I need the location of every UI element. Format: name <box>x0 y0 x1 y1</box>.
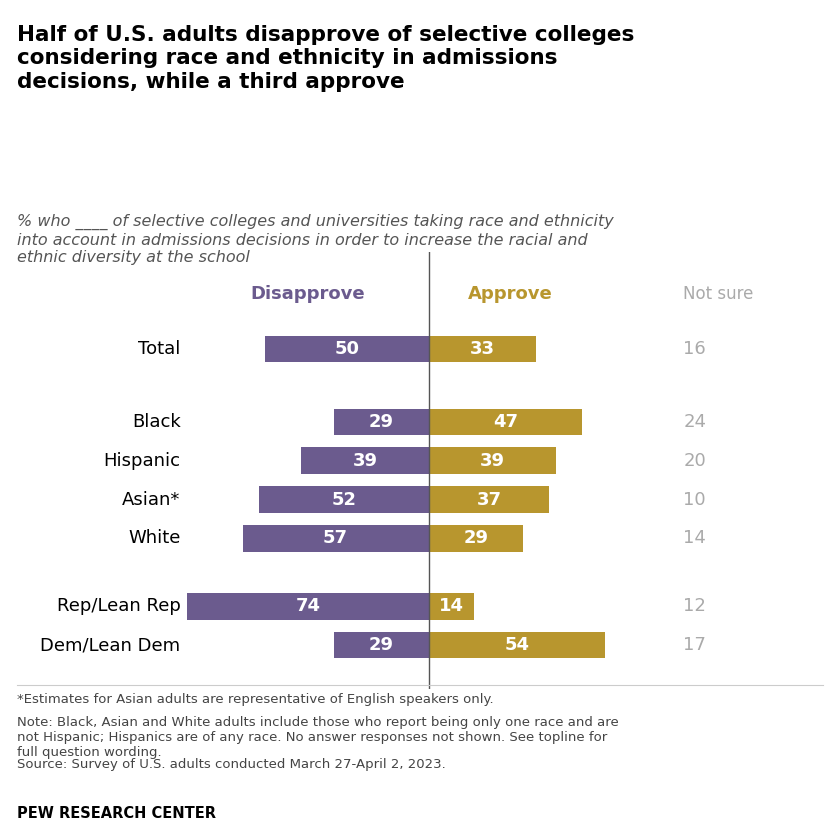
Text: Half of U.S. adults disapprove of selective colleges
considering race and ethnic: Half of U.S. adults disapprove of select… <box>17 25 634 92</box>
Text: 29: 29 <box>369 636 394 654</box>
Bar <box>428 448 556 474</box>
Text: 39: 39 <box>480 452 505 470</box>
Text: 54: 54 <box>504 636 529 654</box>
Text: 50: 50 <box>334 340 360 358</box>
Text: Total: Total <box>139 340 181 358</box>
Text: Not sure: Not sure <box>683 285 753 303</box>
Text: Rep/Lean Rep: Rep/Lean Rep <box>57 597 181 615</box>
Bar <box>428 525 523 552</box>
Text: Asian*: Asian* <box>122 491 181 508</box>
Text: 29: 29 <box>369 413 394 431</box>
Text: Disapprove: Disapprove <box>250 285 365 303</box>
Text: 16: 16 <box>683 340 706 358</box>
Text: 37: 37 <box>476 491 501 508</box>
Bar <box>428 336 537 362</box>
Bar <box>265 336 428 362</box>
Bar <box>243 525 428 552</box>
Text: % who ____ of selective colleges and universities taking race and ethnicity
into: % who ____ of selective colleges and uni… <box>17 214 613 265</box>
Text: 29: 29 <box>464 529 489 548</box>
Text: Dem/Lean Dem: Dem/Lean Dem <box>40 636 181 654</box>
Text: White: White <box>129 529 181 548</box>
Text: Hispanic: Hispanic <box>103 452 181 470</box>
Text: Black: Black <box>132 413 181 431</box>
Bar <box>302 448 428 474</box>
Text: 10: 10 <box>683 491 706 508</box>
Text: 17: 17 <box>683 636 706 654</box>
Text: PEW RESEARCH CENTER: PEW RESEARCH CENTER <box>17 806 216 822</box>
Bar <box>187 593 428 620</box>
Text: 52: 52 <box>331 491 356 508</box>
Text: 24: 24 <box>683 413 706 431</box>
Text: 57: 57 <box>323 529 348 548</box>
Bar <box>334 632 428 659</box>
Text: 14: 14 <box>439 597 464 615</box>
Text: 39: 39 <box>353 452 377 470</box>
Bar <box>259 486 428 513</box>
Bar <box>334 408 428 435</box>
Text: 14: 14 <box>683 529 706 548</box>
Text: Note: Black, Asian and White adults include those who report being only one race: Note: Black, Asian and White adults incl… <box>17 716 618 759</box>
Bar <box>428 408 582 435</box>
Text: 74: 74 <box>296 597 320 615</box>
Text: 47: 47 <box>493 413 517 431</box>
Text: 12: 12 <box>683 597 706 615</box>
Text: Approve: Approve <box>468 285 553 303</box>
Bar <box>428 486 549 513</box>
Bar <box>428 632 605 659</box>
Text: 33: 33 <box>470 340 495 358</box>
Text: *Estimates for Asian adults are representative of English speakers only.: *Estimates for Asian adults are represen… <box>17 693 493 706</box>
Bar <box>428 593 475 620</box>
Text: Source: Survey of U.S. adults conducted March 27-April 2, 2023.: Source: Survey of U.S. adults conducted … <box>17 758 445 770</box>
Text: 20: 20 <box>683 452 706 470</box>
